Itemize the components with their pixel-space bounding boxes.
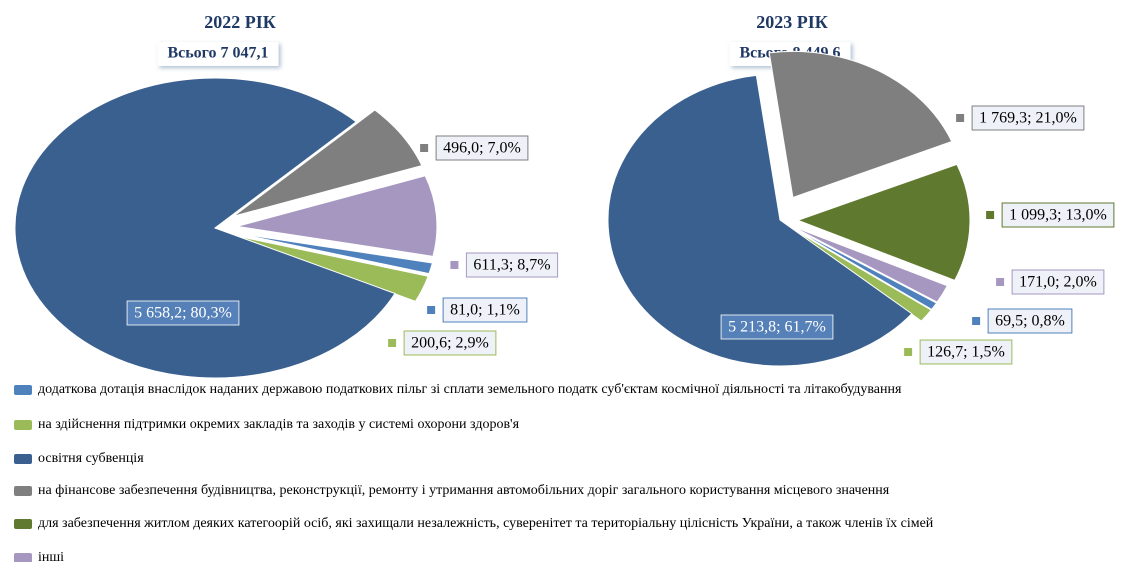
pie-slice [768, 50, 953, 199]
label-box [1011, 269, 1105, 295]
legend-item: освітня субвенція [14, 451, 1124, 466]
label-box [1001, 202, 1115, 228]
label-marker [450, 261, 459, 269]
label-box [403, 330, 497, 356]
pie-slice [796, 163, 971, 282]
label-marker [956, 114, 965, 122]
legend-label: на фінансове забезпечення будівництва, р… [38, 483, 890, 498]
pie-slice [235, 235, 429, 302]
data-label: 5 213,8; 61,7% [728, 319, 826, 336]
label-marker [972, 317, 981, 325]
label-box [987, 308, 1073, 334]
label-marker [388, 339, 397, 347]
legend-swatch [14, 385, 32, 395]
label-box [435, 135, 529, 161]
chart-title: 2022 РІК [204, 12, 276, 32]
chart-title: 2023 РІК [756, 12, 828, 32]
legend-swatch [14, 553, 32, 562]
data-label: 611,3; 8,7% [473, 257, 550, 274]
label-box [465, 252, 559, 278]
pie-slice [789, 226, 932, 322]
label-box [720, 314, 834, 340]
chart-subtitle: Всього 7 047,1 [167, 45, 268, 62]
legend-item: для забезпечення житлом деяких категоорі… [14, 516, 1124, 531]
legend-item: на здійснення підтримки окремих закладів… [14, 417, 1124, 432]
pie-slice [236, 232, 434, 275]
legend-item: додаткова дотація внаслідок наданих держ… [14, 382, 1124, 397]
label-marker [904, 348, 913, 356]
legend-item: на фінансове забезпечення будівництва, р… [14, 483, 1124, 498]
label-box [971, 105, 1085, 131]
label-marker [427, 306, 436, 314]
data-label: 126,7; 1,5% [927, 344, 1005, 361]
data-label: 171,0; 2,0% [1019, 274, 1097, 291]
pie-slice [790, 225, 949, 303]
legend-label: на здійснення підтримки окремих закладів… [38, 417, 520, 432]
legend-label: додаткова дотація внаслідок наданих держ… [38, 382, 902, 397]
data-label: 69,5; 0,8% [995, 313, 1065, 330]
data-label: 496,0; 7,0% [443, 140, 521, 157]
label-box [126, 300, 240, 326]
legend-item: інші [14, 551, 1124, 562]
label-box [442, 297, 528, 323]
pie-slice [233, 109, 423, 217]
legend-swatch [14, 420, 32, 430]
legend-label: освітня субвенція [38, 451, 144, 466]
legend-swatch [14, 486, 32, 496]
label-marker [996, 278, 1005, 286]
legend-swatch [14, 454, 32, 464]
data-label: 1 769,3; 21,0% [979, 110, 1077, 127]
legend-swatch [14, 519, 32, 529]
label-box [919, 339, 1013, 365]
pie-slice [14, 77, 396, 379]
legend-label: для забезпечення житлом деяких категоорі… [38, 516, 934, 531]
pie-slice [607, 74, 913, 367]
data-label: 200,6; 2,9% [411, 335, 489, 352]
label-marker [986, 211, 995, 219]
pie-slice [789, 226, 938, 311]
data-label: 5 658,2; 80,3% [134, 305, 232, 322]
charts: 2022 РІК Всього 7 047,1 81,0; 1,1% 200,6; 2… [14, 12, 1115, 379]
legend-label: інші [38, 550, 65, 562]
data-label: 81,0; 1,1% [450, 302, 520, 319]
subtitle-box [157, 42, 279, 66]
pie-slice [236, 175, 438, 257]
label-marker [420, 144, 429, 152]
data-label: 1 099,3; 13,0% [1009, 207, 1107, 224]
